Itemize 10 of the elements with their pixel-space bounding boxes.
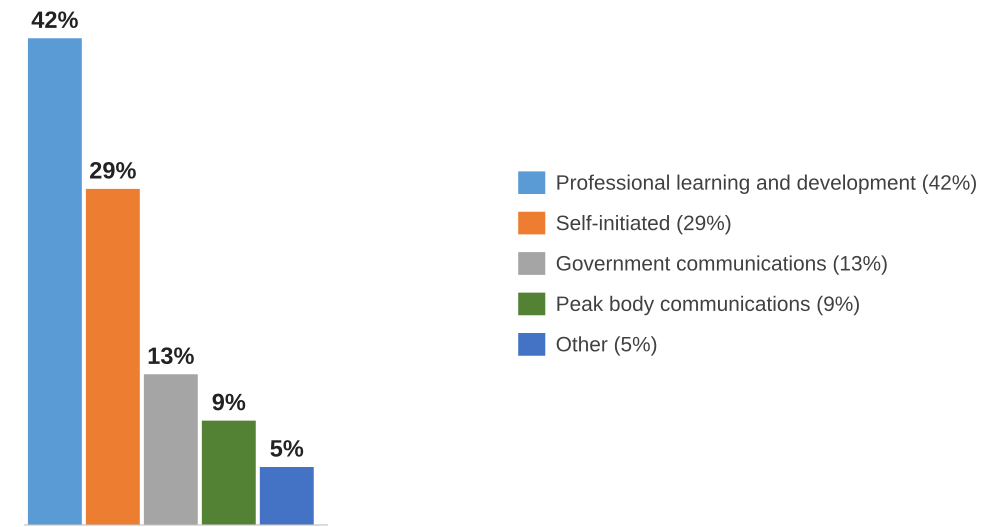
data-label: 9% (212, 394, 246, 410)
legend-label: Self-initiated (29%) (556, 214, 730, 234)
legend-label: Peak body communications (9%) (557, 296, 859, 316)
data-label: 13% (148, 347, 194, 364)
data-label: 29% (90, 162, 136, 179)
data-label: 42% (32, 11, 78, 28)
data-label: 5% (270, 440, 304, 457)
legend-label: Other (5%) (556, 336, 656, 356)
legend-label: Government communications (13%) (556, 255, 887, 275)
legend-label: Professional learning and development (42%) (557, 174, 976, 194)
